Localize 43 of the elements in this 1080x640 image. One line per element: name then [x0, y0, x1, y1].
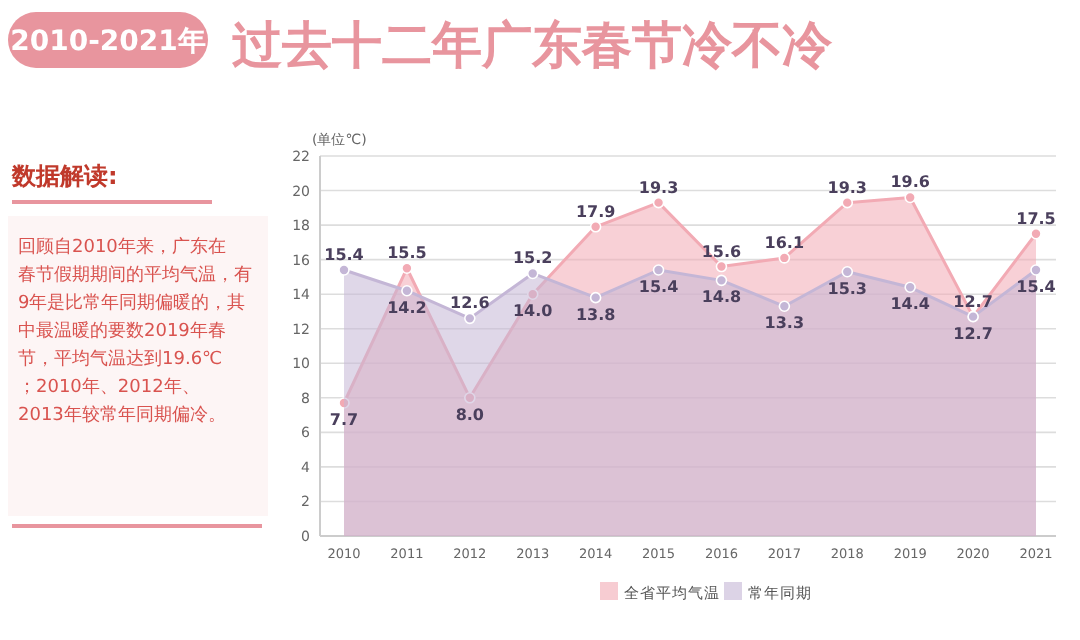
- point: [464, 392, 476, 404]
- data-label: 14.2: [387, 298, 427, 317]
- data-label: 17.9: [575, 202, 617, 221]
- point: [904, 281, 916, 294]
- point: [338, 264, 350, 276]
- data-label: 12.7: [953, 292, 993, 311]
- point: [401, 284, 413, 297]
- point: [778, 300, 791, 313]
- data-label: 14.4: [890, 295, 931, 314]
- point: [589, 221, 602, 233]
- point: [1030, 264, 1042, 276]
- data-label: 8.0: [455, 405, 485, 424]
- data-label: 19.6: [890, 173, 931, 192]
- text: 数据解读:: [10, 162, 118, 190]
- data-label: 7.7: [329, 411, 359, 429]
- data-label: 13.8: [575, 305, 617, 324]
- data-label: 15.6: [701, 242, 743, 261]
- data-label: 15.4: [638, 278, 680, 296]
- chart-title: 过去十二年广东春节冷不冷: [230, 16, 834, 74]
- point: [715, 274, 728, 287]
- point: [526, 288, 539, 300]
- data-label: 17.5: [1016, 209, 1057, 228]
- data-label: 15.4: [1016, 278, 1057, 296]
- data-label: 15.5: [387, 244, 428, 263]
- data-label: 14.8: [701, 288, 743, 307]
- chart-subtitle: 2010-2021年: [10, 26, 206, 58]
- data-label: 15.3: [827, 279, 868, 298]
- point: [652, 264, 665, 276]
- data-label: 15.2: [512, 249, 553, 268]
- data-label: 12.7: [953, 324, 993, 343]
- data-label: 15.4: [324, 246, 365, 264]
- data-label: 19.3: [638, 178, 679, 197]
- data-label: 14.0: [512, 302, 554, 321]
- point: [715, 260, 728, 273]
- point: [338, 397, 350, 409]
- data-label: 13.3: [764, 314, 805, 333]
- text: 回顾自2010年来，广东在春节假期期间的平均气温，有9年是比常年同期偏暖的，其中最温暖的要数2019年春节，平均气温达到19.6℃；2010年、2012年、2013年较常年同期偏冷。: [18, 236, 252, 426]
- data-label: 12.6: [450, 294, 491, 313]
- point: [841, 265, 854, 278]
- data-label: 19.3: [827, 178, 868, 197]
- data-label: 16.1: [764, 233, 805, 252]
- point: [589, 291, 602, 304]
- point: [778, 252, 791, 264]
